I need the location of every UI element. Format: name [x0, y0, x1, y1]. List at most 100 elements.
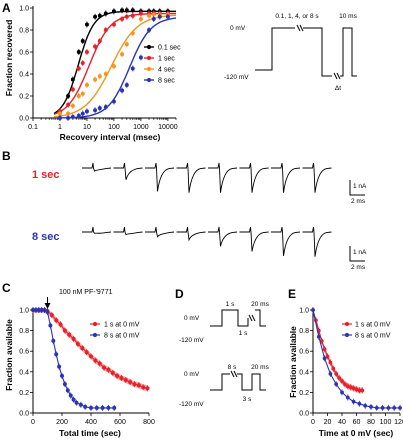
data-point	[84, 109, 89, 114]
panel-label-d: D	[175, 287, 184, 301]
data-point	[33, 308, 38, 312]
data-point	[36, 308, 41, 312]
data-point	[42, 308, 47, 312]
data-point	[76, 66, 81, 71]
row1-trace-0	[82, 162, 112, 172]
data-point	[130, 8, 135, 13]
protocol-d-bottom-test: 20 ms	[251, 364, 269, 371]
data-point	[360, 388, 365, 393]
data-point	[124, 14, 129, 19]
y-tick-label: 0.6	[299, 349, 309, 356]
data-point	[319, 339, 324, 343]
data-point	[70, 87, 75, 92]
data-point	[380, 405, 385, 410]
data-point	[80, 61, 85, 65]
row2-trace-0	[82, 226, 112, 234]
data-point	[325, 354, 330, 359]
data-point	[112, 405, 117, 410]
row1-trace-5	[239, 162, 269, 193]
row2-trace-7	[302, 226, 332, 257]
data-point	[97, 361, 102, 366]
protocol-a: 0 mV -120 mV 0.1, 1, 4, or 8 s 10 ms Δt	[224, 13, 358, 92]
legend-label: 8 sec	[158, 78, 175, 85]
protocol-d-top: 0 mV -120 mV 1 s 20 ms 1 s	[179, 301, 270, 344]
panel-label-a: A	[2, 1, 11, 15]
data-point	[84, 350, 89, 355]
x-tick-label: 10	[83, 124, 91, 131]
data-point	[83, 404, 88, 409]
data-point	[328, 371, 333, 376]
data-point	[106, 405, 111, 410]
data-point	[76, 50, 81, 54]
row1-trace-7	[302, 162, 332, 193]
data-point	[70, 103, 75, 108]
data-point	[386, 405, 391, 410]
series-line-1	[312, 309, 400, 409]
data-point	[54, 318, 59, 323]
data-point	[151, 17, 156, 21]
y-tick-label: 0.4	[19, 369, 29, 376]
x-tick-label: 600	[114, 419, 126, 426]
data-point	[111, 64, 116, 69]
chart-e-xlabel: Time at 0 mV (sec)	[319, 428, 394, 438]
row1-trace-3	[176, 162, 206, 193]
data-point	[322, 347, 327, 352]
x-tick-label: 60	[353, 419, 361, 426]
data-point	[322, 356, 327, 361]
data-point	[84, 83, 89, 87]
legend-label: 1 sec	[158, 56, 175, 63]
x-tick-label: 800	[143, 419, 155, 426]
data-point	[80, 346, 85, 351]
data-point	[89, 405, 93, 410]
data-point	[147, 28, 152, 32]
data-point	[357, 401, 362, 406]
chart-c-ylabel: Fraction available	[4, 319, 14, 391]
data-point	[111, 99, 116, 104]
protocol-d-bottom-pulse: 8 s	[228, 364, 237, 371]
data-point	[102, 365, 107, 370]
data-point	[130, 13, 135, 18]
protocol-d-bottom-gap: 3 s	[243, 396, 252, 403]
legend-marker	[146, 77, 152, 83]
data-point	[128, 380, 133, 385]
data-point	[120, 17, 125, 21]
legend-marker	[344, 332, 350, 338]
protocol-a-v0: 0 mV	[230, 25, 246, 32]
data-point	[119, 375, 124, 380]
data-point	[80, 39, 85, 43]
data-point	[68, 393, 73, 398]
legend-label: 8 s at 0 mV	[104, 333, 140, 340]
data-point	[343, 382, 347, 387]
data-point	[345, 395, 350, 400]
x-tick-label: 400	[85, 419, 97, 426]
data-point	[316, 334, 321, 339]
legend-marker	[146, 44, 152, 50]
panel-b-row1-label: 1 sec	[32, 169, 60, 181]
data-point	[51, 338, 56, 343]
data-point	[66, 111, 71, 116]
data-point	[334, 382, 339, 387]
data-point	[93, 108, 98, 113]
panel-b-scalebar-1: 1 nA 2 ms	[349, 180, 367, 205]
data-point	[340, 379, 344, 383]
data-point	[331, 366, 336, 371]
row2-trace-6	[271, 226, 301, 256]
panel-b-row2-label: 8 sec	[32, 231, 60, 243]
data-point	[110, 370, 115, 375]
annotation-arrow-head	[44, 303, 51, 309]
chart-a-xlabel: Recovery interval (msec)	[60, 132, 161, 142]
y-tick-label: 0.0	[19, 411, 29, 418]
axis-lines	[32, 6, 176, 119]
data-point	[351, 399, 356, 404]
row1-trace-4	[208, 162, 238, 193]
data-point	[151, 12, 156, 17]
data-point	[48, 323, 53, 328]
data-point	[138, 55, 143, 60]
data-point	[62, 382, 67, 387]
y-tick-label: 0.2	[299, 390, 309, 397]
data-point	[354, 387, 359, 392]
data-point	[71, 336, 76, 341]
protocol-d-top-gap: 1 s	[239, 330, 248, 337]
data-point	[124, 83, 129, 87]
